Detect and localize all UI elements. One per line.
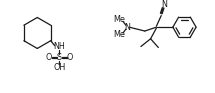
- Text: OH: OH: [53, 63, 66, 72]
- Text: Me: Me: [114, 15, 126, 24]
- Text: NH: NH: [54, 42, 65, 51]
- Text: O: O: [67, 53, 73, 62]
- Text: N: N: [124, 23, 130, 32]
- Text: Me: Me: [114, 30, 126, 39]
- Text: N: N: [161, 0, 167, 9]
- Text: O: O: [46, 53, 52, 62]
- Text: S: S: [57, 53, 62, 62]
